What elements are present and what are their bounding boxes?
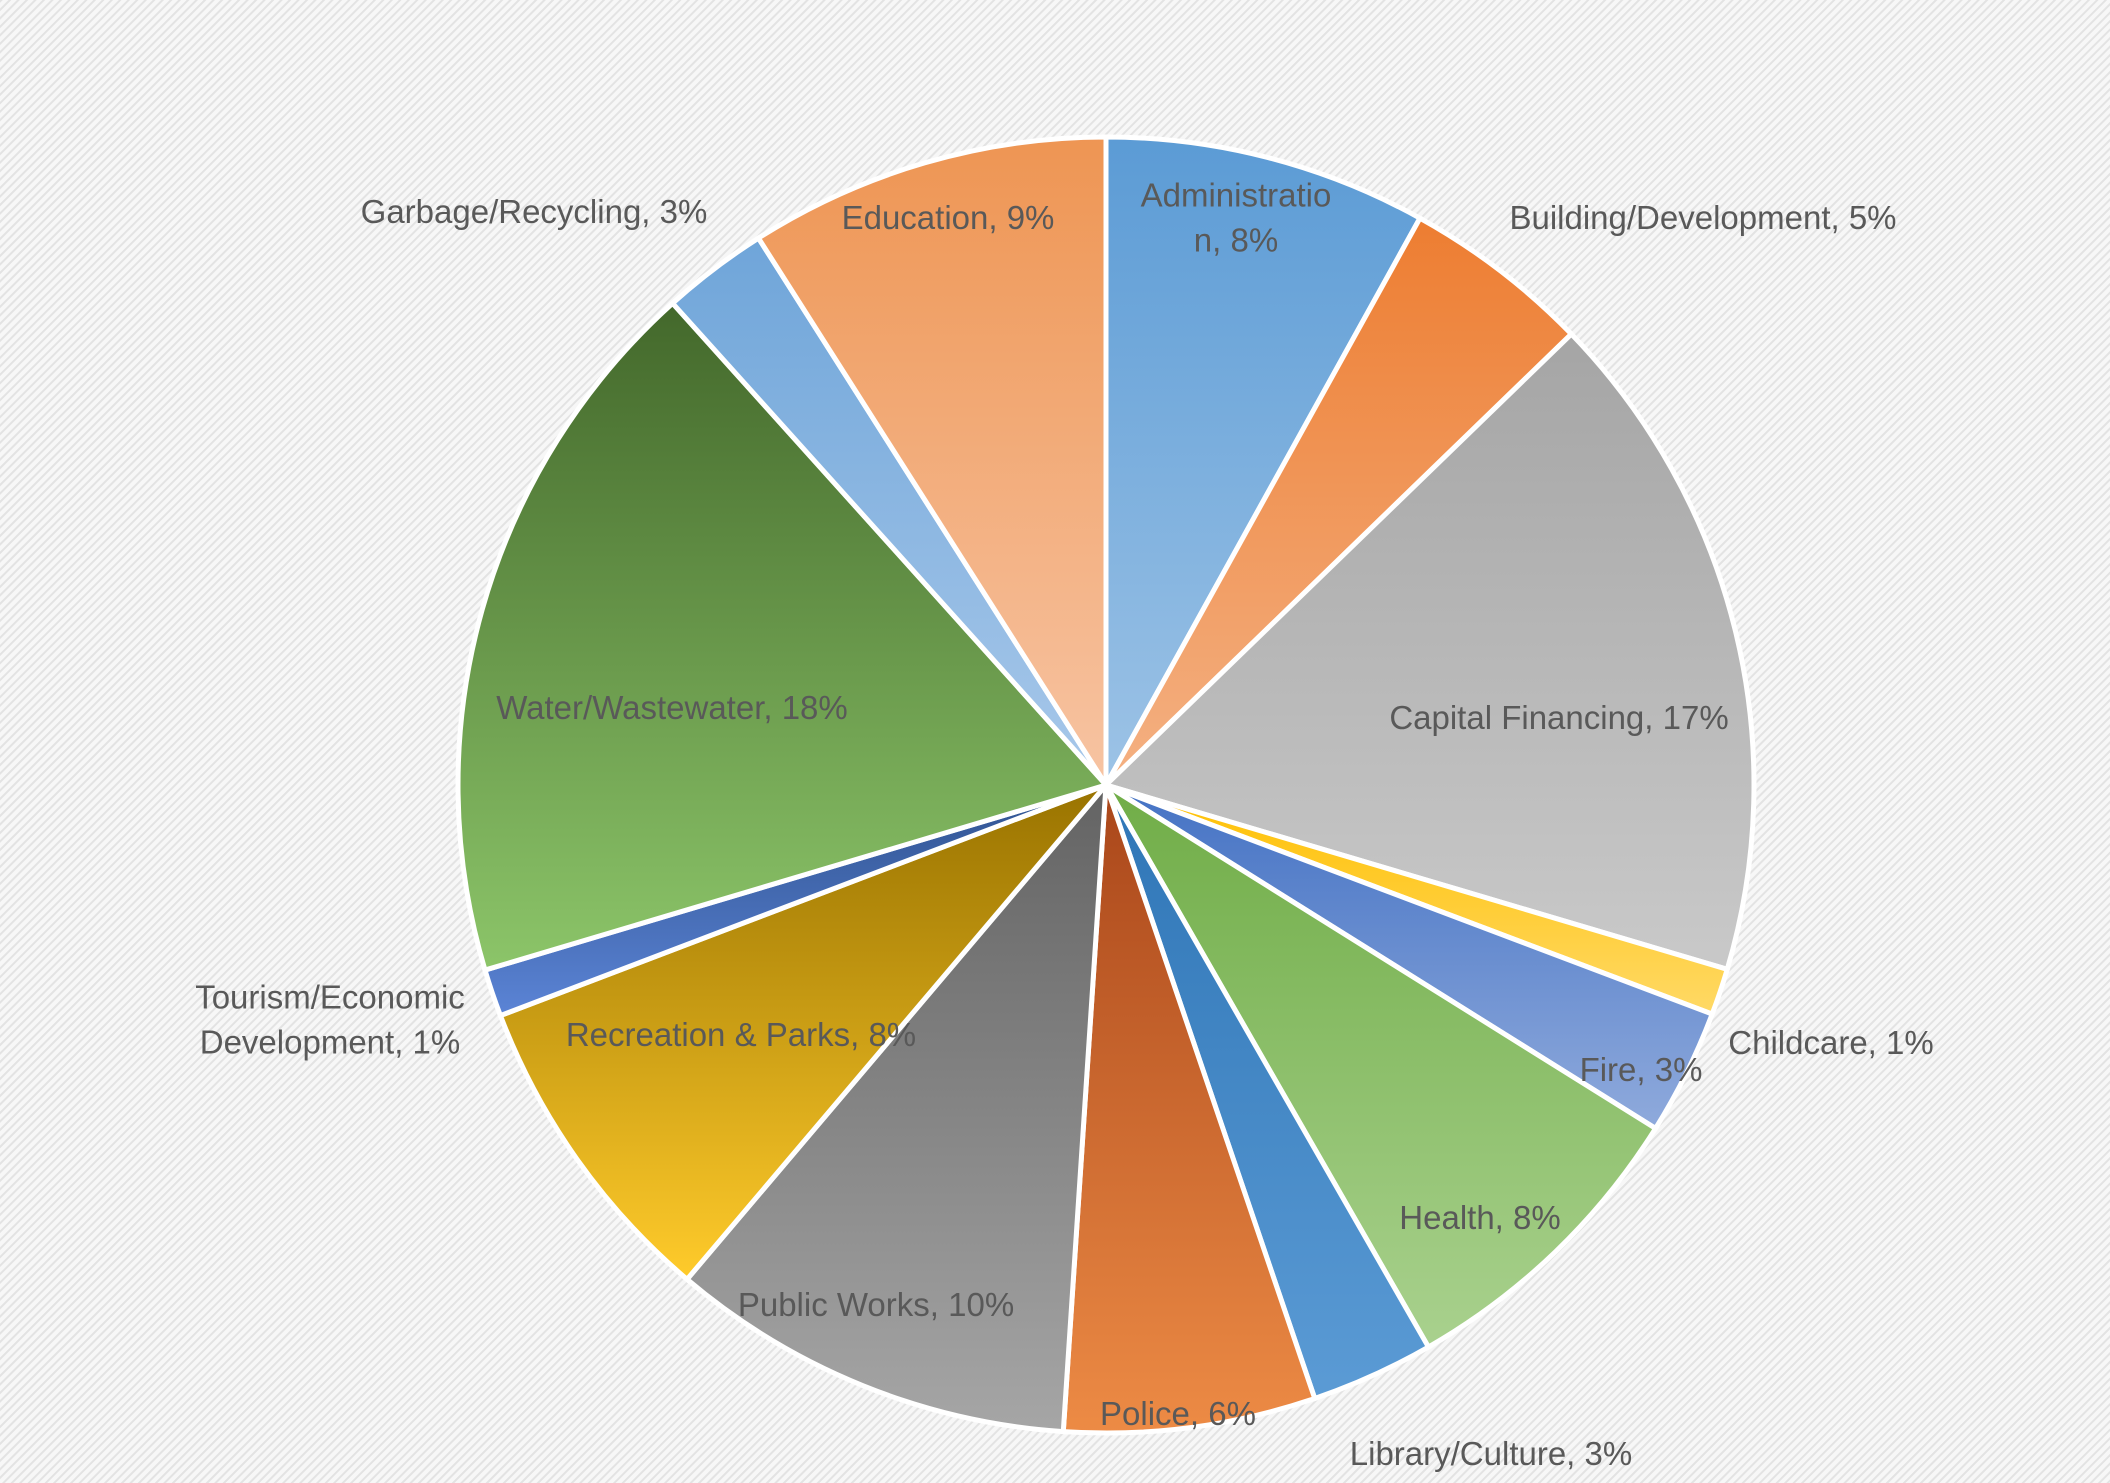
data-label: Administratio n, 8%: [1141, 177, 1332, 259]
data-label: Library/Culture, 3%: [1350, 1435, 1632, 1472]
pie-slice-education: [754, 134, 1109, 794]
data-label: Tourism/Economic Development, 1%: [195, 979, 465, 1061]
data-label: Building/Development, 5%: [1509, 199, 1896, 236]
data-label: Public Works, 10%: [738, 1286, 1014, 1323]
pie-slice-public-works: [683, 777, 1109, 1435]
pie-slice-police: [1060, 784, 1318, 1436]
data-label: Garbage/Recycling, 3%: [361, 193, 708, 230]
pie-slice-water-wastewater: [455, 299, 1111, 974]
data-labels: Administratio n, 8% Building/Development, …: [195, 177, 1934, 1473]
pie-slices: [455, 134, 1757, 1436]
pie-slice-administration: [1103, 134, 1424, 795]
pie-slice-health: [1103, 782, 1659, 1351]
data-label: Capital Financing, 17%: [1389, 699, 1728, 736]
pie-slice-building-development: [1103, 214, 1575, 787]
data-label: Recreation & Parks, 8%: [566, 1016, 916, 1053]
data-label: Water/Wastewater, 18%: [496, 689, 848, 726]
pie-slice-capital-financing: [1101, 330, 1757, 973]
pie-slice-recreation-parks: [497, 782, 1108, 1283]
data-label: Police, 6%: [1100, 1395, 1256, 1432]
data-label: Education, 9%: [842, 199, 1055, 236]
data-label: Childcare, 1%: [1728, 1024, 1933, 1061]
data-label: Fire, 3%: [1580, 1051, 1703, 1088]
data-label: Health, 8%: [1399, 1199, 1560, 1236]
